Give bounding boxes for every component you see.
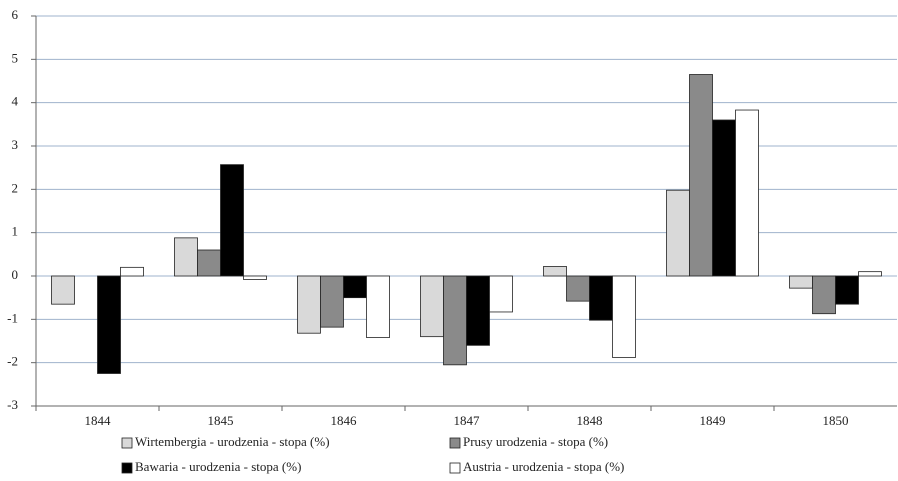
bar [666,189,690,277]
x-tick-label: 1846 [331,413,358,428]
legend-label: Prusy urodzenia - stopa (%) [463,434,608,449]
y-tick-label: -3 [7,397,18,412]
bar [712,119,736,277]
legend-swatch [449,462,461,474]
bar [243,275,267,280]
legend-swatch [449,437,461,449]
bar [120,266,144,277]
bar [735,109,759,277]
bar [689,74,713,277]
legend-swatch [121,437,133,449]
bar [543,266,567,277]
x-tick-label: 1848 [577,413,603,428]
y-tick-label: -1 [7,310,18,325]
bar [443,275,467,366]
bar [97,275,121,374]
bar [343,275,367,299]
legend-swatch [121,462,133,474]
legend-label: Bawaria - urodzenia - stopa (%) [135,459,301,474]
y-tick-label: 4 [12,94,19,109]
y-tick-label: 0 [12,267,19,282]
bar [489,275,513,313]
bar [366,275,390,338]
y-tick-label: 3 [12,137,19,152]
x-tick-label: 1850 [823,413,849,428]
bar [466,275,490,346]
bar [220,164,244,277]
y-tick-label: 2 [12,180,19,195]
bar [420,275,444,338]
bar [174,237,198,277]
bar [835,275,859,305]
bar [789,275,813,289]
x-tick-label: 1845 [208,413,234,428]
bar [812,275,836,315]
bar [589,275,613,321]
bar [51,275,75,305]
x-tick-label: 1849 [700,413,726,428]
y-tick-label: 1 [12,224,19,239]
legend-label: Wirtembergia - urodzenia - stopa (%) [135,434,330,449]
x-tick-label: 1847 [454,413,481,428]
y-tick-label: 6 [12,7,19,22]
bar [320,275,344,328]
bar [297,275,321,334]
x-tick-label: 1844 [85,413,112,428]
bar [612,275,636,358]
bar [197,249,221,277]
bar [566,275,590,302]
y-tick-label: -2 [7,354,18,369]
legend-label: Austria - urodzenia - stopa (%) [463,459,624,474]
bar [858,271,882,277]
y-tick-label: 5 [12,50,19,65]
